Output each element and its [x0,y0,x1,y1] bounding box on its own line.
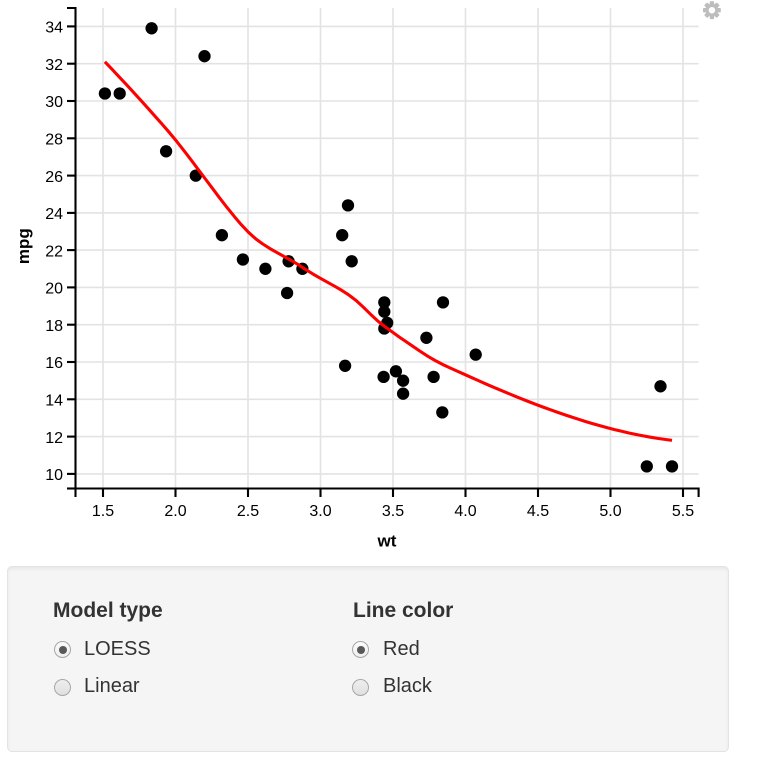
svg-text:3.5: 3.5 [382,503,404,520]
svg-text:1.5: 1.5 [92,503,114,520]
svg-text:wt: wt [377,532,397,551]
svg-text:22: 22 [45,243,63,260]
svg-text:2.0: 2.0 [164,503,186,520]
svg-text:3.0: 3.0 [309,503,331,520]
svg-text:28: 28 [45,132,63,149]
svg-text:5.0: 5.0 [599,503,621,520]
svg-text:20: 20 [45,281,63,298]
svg-text:5.5: 5.5 [672,503,694,520]
svg-text:18: 18 [45,318,63,335]
svg-text:24: 24 [45,206,63,223]
svg-text:34: 34 [45,20,63,37]
svg-text:14: 14 [45,393,63,410]
svg-text:16: 16 [45,355,63,372]
svg-text:4.5: 4.5 [527,503,549,520]
svg-text:26: 26 [45,169,63,186]
svg-text:10: 10 [45,467,63,484]
svg-text:2.5: 2.5 [237,503,259,520]
svg-text:4.0: 4.0 [454,503,476,520]
svg-text:30: 30 [45,94,63,111]
svg-text:12: 12 [45,430,63,447]
svg-text:32: 32 [45,57,63,74]
svg-text:mpg: mpg [14,228,33,264]
